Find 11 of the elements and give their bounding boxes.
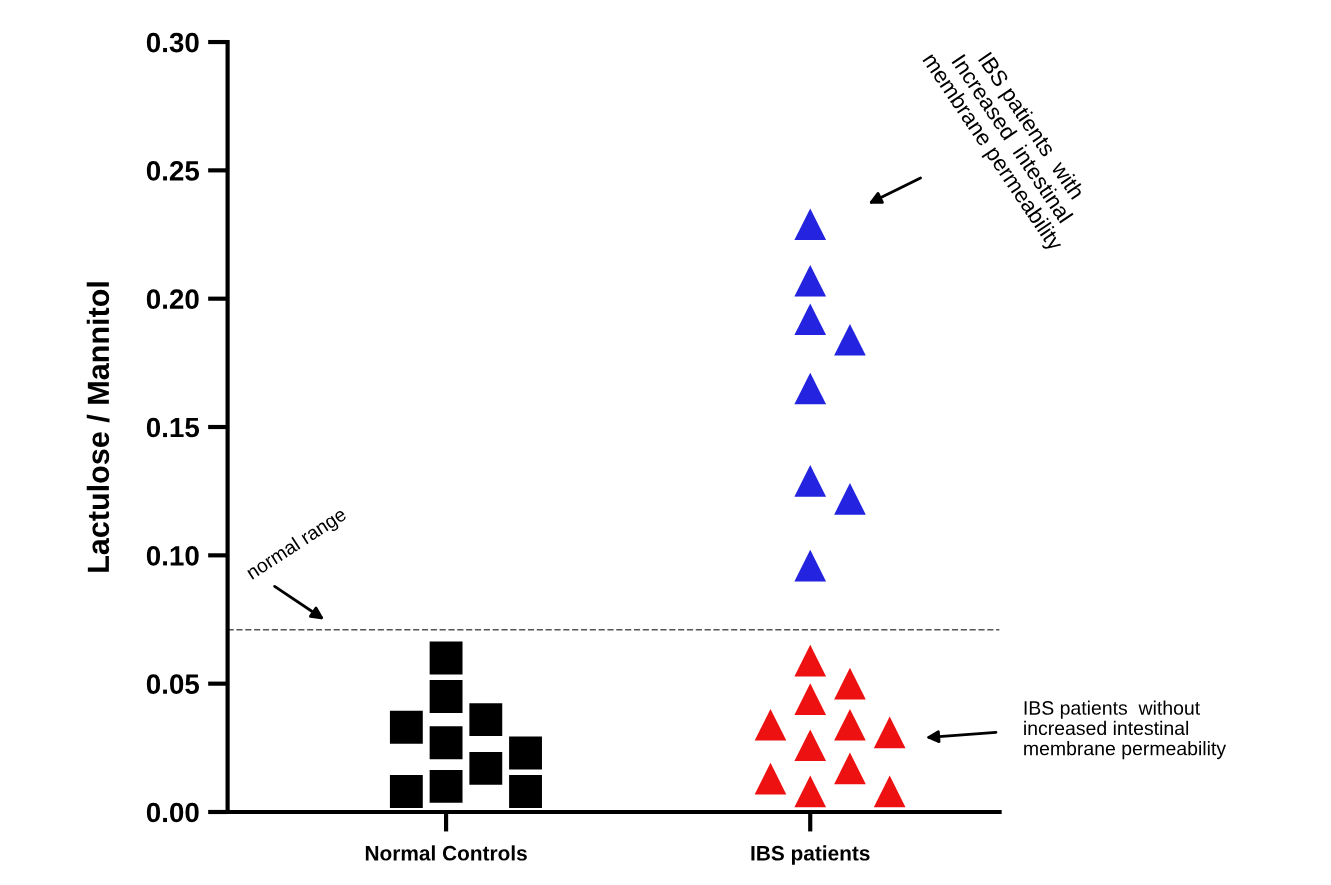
y-axis-title: Lactulose / Mannitol: [86, 282, 110, 572]
text: IBS patients without increased intestinal membrane permeability: [1024, 700, 1227, 760]
x-tick-label: IBS patients: [751, 845, 870, 865]
x-tick-label: Normal Controls: [365, 845, 527, 861]
y-tick-label: 0.30: [146, 32, 199, 53]
y-tick-label: 0.15: [146, 417, 200, 438]
y-tick-label: 0.25: [146, 161, 200, 181]
y-tick-label: 0.20: [146, 289, 199, 310]
y-tick-label: 0.10: [146, 546, 199, 566]
y-tick-label: 0.05: [146, 674, 200, 694]
y-tick-label: 0.00: [146, 802, 199, 823]
